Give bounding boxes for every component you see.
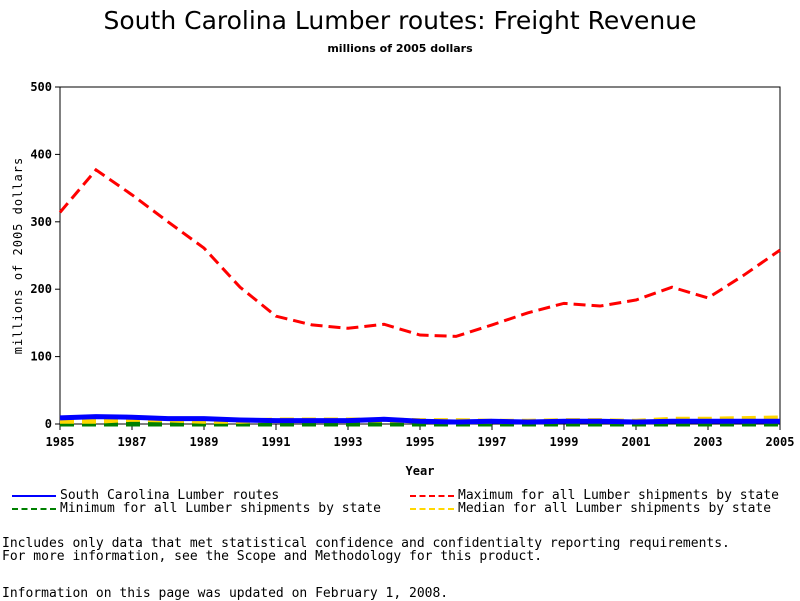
- x-tick-label: 2001: [622, 435, 651, 449]
- plot-frame: [59, 86, 781, 425]
- y-tick-label: 300: [30, 215, 52, 229]
- x-tick-label: 1989: [190, 435, 219, 449]
- series-line-0: [59, 414, 780, 425]
- x-tick-label: 2003: [694, 435, 723, 449]
- x-tick-label: 1993: [334, 435, 363, 449]
- x-axis-label: Year: [406, 464, 435, 478]
- legend-swatch: [12, 507, 56, 510]
- y-tick-label: 0: [45, 417, 52, 431]
- legend-label: Minimum for all Lumber shipments by stat…: [60, 501, 381, 516]
- legend-swatch: [410, 494, 454, 497]
- x-tick-label: 2005: [766, 435, 795, 449]
- x-tick-label: 1999: [550, 435, 579, 449]
- y-tick-label: 400: [30, 147, 52, 161]
- y-axis-label: millions of 2005 dollars: [11, 157, 25, 354]
- legend-item: Minimum for all Lumber shipments by stat…: [12, 501, 381, 516]
- legend-label: Maximum for all Lumber shipments by stat…: [458, 488, 779, 503]
- legend-item: South Carolina Lumber routes: [12, 488, 279, 503]
- series-line-1: [58, 167, 781, 338]
- x-tick-label: 1985: [46, 435, 75, 449]
- chart-title: South Carolina Lumber routes: Freight Re…: [103, 6, 697, 35]
- y-tick-label: 200: [30, 282, 52, 296]
- legend-item: Maximum for all Lumber shipments by stat…: [410, 488, 779, 503]
- legend-swatch: [12, 494, 56, 497]
- y-tick-label: 100: [30, 350, 52, 364]
- note-confidence: Includes only data that met statistical …: [2, 536, 730, 551]
- legend-swatch: [410, 507, 454, 510]
- legend-label: South Carolina Lumber routes: [60, 488, 280, 503]
- x-tick-label: 1987: [118, 435, 147, 449]
- x-tick-label: 1991: [262, 435, 291, 449]
- x-tick-label: 1995: [406, 435, 435, 449]
- chart-area: 0 100 200 300 400 500 1985 1987 1989 1991 1993 1995…: [11, 80, 795, 478]
- chart-subtitle: millions of 2005 dollars: [327, 42, 473, 55]
- note-methodology: For more information, see the Scope and …: [2, 549, 543, 564]
- y-tick-label: 500: [30, 80, 52, 94]
- legend-label: Median for all Lumber shipments by state: [458, 501, 772, 516]
- legend-item: Median for all Lumber shipments by state: [410, 501, 771, 516]
- note-updated: Information on this page was updated on …: [2, 586, 449, 601]
- x-tick-label: 1997: [478, 435, 507, 449]
